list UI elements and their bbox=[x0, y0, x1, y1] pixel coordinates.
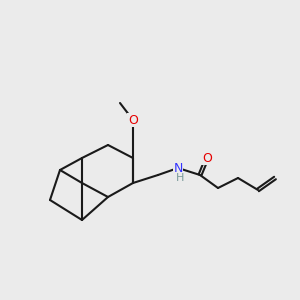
Text: N: N bbox=[173, 161, 183, 175]
Text: H: H bbox=[176, 173, 184, 183]
Text: O: O bbox=[128, 113, 138, 127]
Text: O: O bbox=[202, 152, 212, 164]
